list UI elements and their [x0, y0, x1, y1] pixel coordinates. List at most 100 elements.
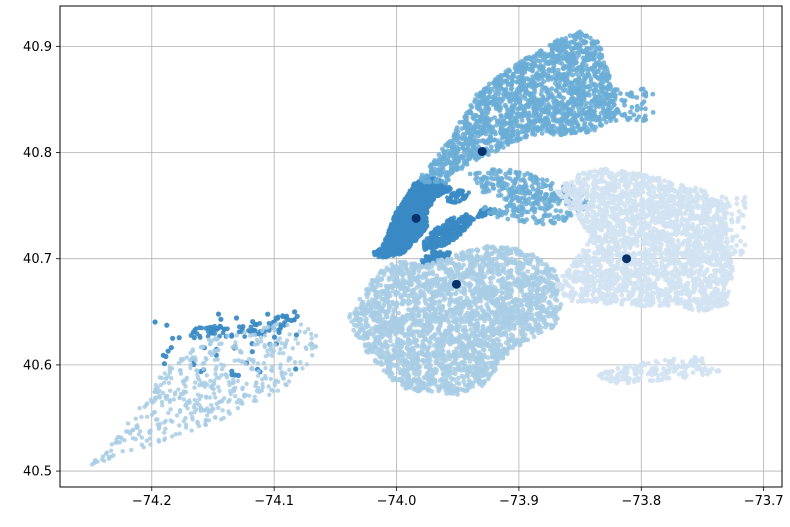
data-point	[602, 99, 608, 105]
data-point	[603, 119, 609, 125]
data-point	[593, 39, 599, 45]
data-point	[548, 203, 554, 209]
data-point	[455, 190, 460, 195]
data-point	[520, 71, 526, 76]
data-point	[495, 138, 500, 144]
data-point	[506, 67, 511, 73]
data-point	[440, 189, 446, 195]
data-point	[515, 67, 521, 72]
data-point	[584, 34, 589, 39]
data-point	[439, 154, 445, 160]
data-point	[455, 158, 460, 164]
data-point	[566, 54, 572, 60]
data-point	[627, 93, 633, 99]
data-point	[411, 191, 416, 197]
data-point	[572, 90, 578, 96]
data-point	[218, 316, 224, 322]
data-point	[497, 188, 502, 194]
data-point	[604, 94, 610, 100]
data-point	[555, 213, 561, 219]
data-point	[551, 54, 557, 60]
data-point	[559, 122, 565, 128]
data-point	[600, 73, 606, 78]
data-point	[510, 132, 516, 138]
data-point	[609, 105, 614, 110]
data-point	[555, 67, 561, 73]
data-point	[468, 103, 474, 108]
data-point	[578, 112, 584, 118]
data-point	[474, 92, 479, 98]
data-point	[381, 248, 387, 254]
data-point	[408, 226, 413, 232]
data-point	[542, 213, 548, 219]
data-point	[575, 123, 581, 129]
data-point	[471, 152, 477, 158]
data-point	[546, 127, 551, 133]
data-point	[596, 104, 602, 109]
data-point	[542, 182, 548, 188]
data-point	[600, 104, 606, 110]
data-point	[252, 328, 258, 333]
data-point	[428, 202, 434, 207]
data-point	[371, 249, 377, 255]
data-point	[534, 97, 539, 103]
data-point	[524, 184, 529, 190]
data-point	[578, 90, 584, 96]
data-point	[444, 176, 450, 182]
data-point	[574, 102, 580, 108]
data-point	[427, 179, 432, 185]
data-point	[447, 138, 453, 144]
data-point	[503, 104, 509, 110]
data-point	[559, 127, 564, 133]
data-point	[461, 150, 467, 156]
data-point	[505, 216, 511, 222]
data-point	[581, 126, 587, 132]
data-point	[460, 136, 465, 142]
data-point	[489, 144, 494, 150]
data-point	[529, 206, 535, 212]
data-point	[536, 185, 542, 191]
data-point	[601, 90, 607, 96]
data-point	[390, 248, 395, 253]
data-point	[595, 94, 601, 100]
data-point	[578, 71, 584, 76]
data-point	[492, 209, 498, 215]
data-point	[455, 133, 461, 139]
data-point	[467, 122, 473, 128]
data-point	[581, 95, 587, 100]
data-point	[544, 196, 550, 202]
data-point	[641, 99, 647, 105]
data-point	[522, 107, 528, 112]
data-point	[546, 102, 551, 107]
data-point	[599, 52, 605, 58]
data-point	[442, 149, 448, 155]
data-point	[564, 44, 570, 49]
data-point	[558, 302, 564, 307]
data-point	[460, 132, 466, 137]
data-point	[519, 190, 525, 196]
data-point	[581, 40, 586, 46]
data-point	[544, 177, 550, 183]
data-point	[548, 218, 554, 224]
data-point	[444, 241, 449, 247]
data-point	[598, 117, 603, 123]
data-point	[164, 322, 170, 328]
data-point	[595, 75, 601, 81]
data-point	[513, 169, 519, 175]
data-point	[498, 193, 504, 198]
data-point	[587, 121, 593, 127]
data-point	[474, 180, 480, 186]
data-point	[640, 86, 646, 92]
data-point	[351, 327, 357, 333]
data-point	[504, 197, 509, 203]
data-point	[608, 99, 614, 104]
data-point	[293, 366, 299, 372]
data-point	[497, 122, 503, 128]
data-point	[510, 123, 515, 129]
data-point	[513, 100, 519, 106]
data-point	[387, 235, 393, 241]
data-point	[576, 127, 582, 133]
data-point	[504, 204, 510, 210]
data-point	[453, 200, 459, 205]
data-point	[420, 207, 426, 213]
